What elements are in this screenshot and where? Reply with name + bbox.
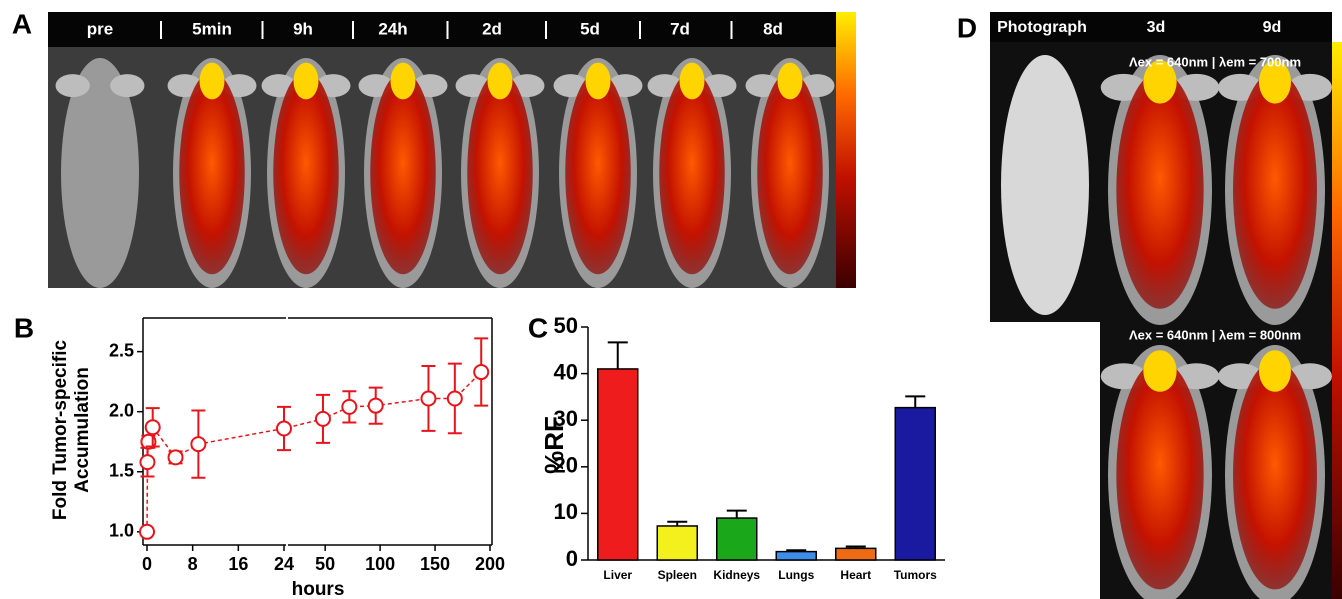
signal-head [1259,350,1291,392]
x-tick-label: 8 [188,554,198,574]
signal-head [294,63,319,100]
signal [757,72,823,274]
timepoint-label: 7d [670,19,690,38]
error-bar [727,511,747,518]
signal-head [586,63,611,100]
signal [467,72,533,274]
y-tick-label: 1.5 [109,460,134,480]
y-tick-label: 20 [554,453,578,478]
signal-head [200,63,225,100]
timepoint-label: pre [87,19,113,38]
signal-head [1143,350,1176,392]
bar [657,526,697,560]
x-tick-label: 150 [420,554,450,574]
signal [1116,71,1203,309]
signal-head [778,63,803,100]
x-tick-label: 200 [475,554,505,574]
signal [1233,71,1317,309]
signal-head [488,63,513,100]
x-tick-label: 100 [365,554,395,574]
setting-label: Λex = 640nm | λem = 700nm [1129,54,1301,69]
error-bar [905,396,925,407]
y-tick-label: 2.0 [109,400,134,420]
x-tick-label: Heart [840,568,871,582]
panel-label: B [14,312,34,343]
x-tick-label: 24 [274,554,294,574]
data-point [448,391,462,405]
y-tick-label: 50 [554,313,578,338]
signal-head [391,63,416,100]
signal [659,72,725,274]
error-bar [608,342,628,369]
x-tick-label: Lungs [778,568,814,582]
x-tick-label: 0 [142,554,152,574]
x-tick-label: Spleen [658,568,697,582]
y-tick-label: 10 [554,499,578,524]
panel-label: C [528,312,548,343]
figure: Apre 5min 9h 24h 2d 5d 7d 8d D Photograph 3d 9d Λex … [0,0,1342,599]
data-point [140,455,154,469]
signal [273,72,339,274]
signal [1233,361,1317,590]
column-label: 9d [1263,19,1282,36]
mouse-body [1001,55,1089,315]
y-tick-label: 2.5 [109,340,134,360]
bar [836,548,876,560]
colorbar [836,12,856,288]
bar [895,408,935,560]
signal-head [680,63,705,100]
data-point [169,450,183,464]
signal [1116,361,1203,590]
mouse-ear [56,74,90,97]
timepoint-label: 9h [293,19,313,38]
x-tick-label: 16 [228,554,248,574]
signal [179,72,245,274]
signal [370,72,436,274]
timepoint-label: 8d [763,19,783,38]
setting-label: Λex = 640nm | λem = 800nm [1129,327,1301,342]
data-point [140,525,154,539]
data-point [369,399,383,413]
column-label: Photograph [997,19,1087,36]
data-point [421,391,435,405]
timepoint-label: 5d [580,19,600,38]
y-tick-label: 1.0 [109,521,134,541]
y-tick-label: 0 [566,546,578,571]
bar [598,369,638,560]
y-tick-label: 40 [554,359,578,384]
x-tick-label: 50 [315,554,335,574]
bar [776,552,816,560]
mouse-ear [110,74,144,97]
x-tick-label: Tumors [894,568,937,582]
signal [565,72,631,274]
data-point [474,365,488,379]
timepoint-label: 2d [482,19,502,38]
y-axis-title-line: Fold Tumor-specific [50,339,71,520]
data-point [146,420,160,434]
data-point [191,437,205,451]
y-axis-title-line: Accumulation [72,367,93,493]
timepoint-label: 24h [378,19,407,38]
y-tick-label: 30 [554,406,578,431]
x-axis-title: hours [292,579,345,599]
colorbar [1332,42,1342,599]
data-point [316,412,330,426]
x-tick-label: Liver [603,568,632,582]
data-point [342,400,356,414]
column-label: 3d [1147,19,1166,36]
data-point [277,421,291,435]
panel-label: A [12,8,32,39]
image-header [48,12,836,47]
x-tick-label: Kidneys [713,568,760,582]
bar [717,518,757,560]
timepoint-label: 5min [192,19,232,38]
panel-label: D [957,12,977,43]
